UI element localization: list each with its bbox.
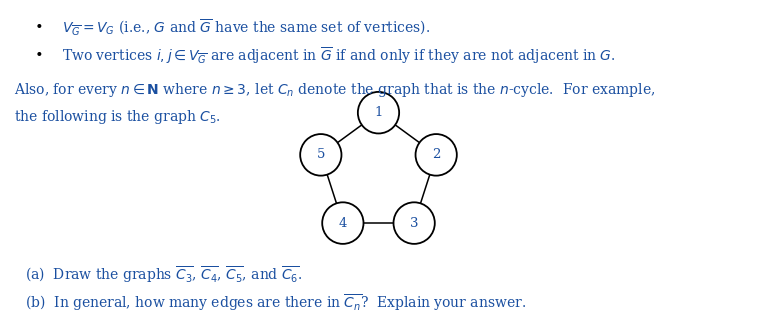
Ellipse shape — [394, 202, 435, 244]
Text: Also, for every $n \in \mathbf{N}$ where $n \geq 3$, let $C_n$ denote the graph : Also, for every $n \in \mathbf{N}$ where… — [14, 81, 655, 100]
Text: 3: 3 — [410, 217, 419, 230]
Text: 2: 2 — [432, 148, 441, 162]
Text: $\bullet$: $\bullet$ — [34, 17, 42, 31]
Text: 5: 5 — [316, 148, 325, 162]
Text: $\bullet$: $\bullet$ — [34, 45, 42, 59]
Text: 4: 4 — [338, 217, 347, 230]
Text: 1: 1 — [374, 106, 383, 119]
Ellipse shape — [301, 134, 341, 176]
Ellipse shape — [416, 134, 456, 176]
Ellipse shape — [322, 202, 363, 244]
Text: the following is the graph $C_5$.: the following is the graph $C_5$. — [14, 108, 220, 126]
Text: (b)  In general, how many edges are there in $\overline{C_n}$?  Explain your ans: (b) In general, how many edges are there… — [25, 293, 526, 313]
Ellipse shape — [358, 92, 399, 133]
Text: Two vertices $i, j \in V_{\overline{G}}$ are adjacent in $\overline{G}$ if and o: Two vertices $i, j \in V_{\overline{G}}$… — [62, 45, 615, 66]
Text: (a)  Draw the graphs $\overline{C_3}$, $\overline{C_4}$, $\overline{C_5}$, and $: (a) Draw the graphs $\overline{C_3}$, $\… — [25, 264, 303, 285]
Text: $V_{\overline{G}} = V_G$ (i.e., $G$ and $\overline{G}$ have the same set of vert: $V_{\overline{G}} = V_G$ (i.e., $G$ and … — [62, 17, 430, 37]
